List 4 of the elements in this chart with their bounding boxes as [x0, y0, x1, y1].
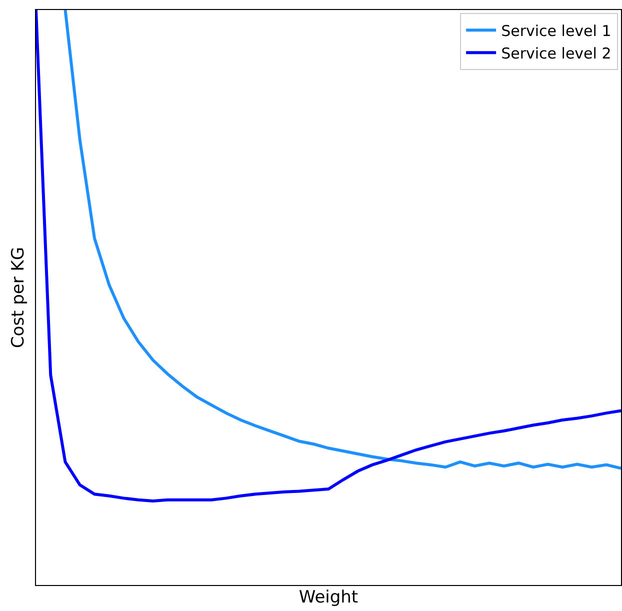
legend-label: Service level 1	[501, 22, 612, 40]
y-axis-title: Cost per KG	[8, 246, 29, 348]
legend-label: Service level 2	[501, 44, 612, 62]
x-axis-title: Weight	[298, 587, 358, 608]
